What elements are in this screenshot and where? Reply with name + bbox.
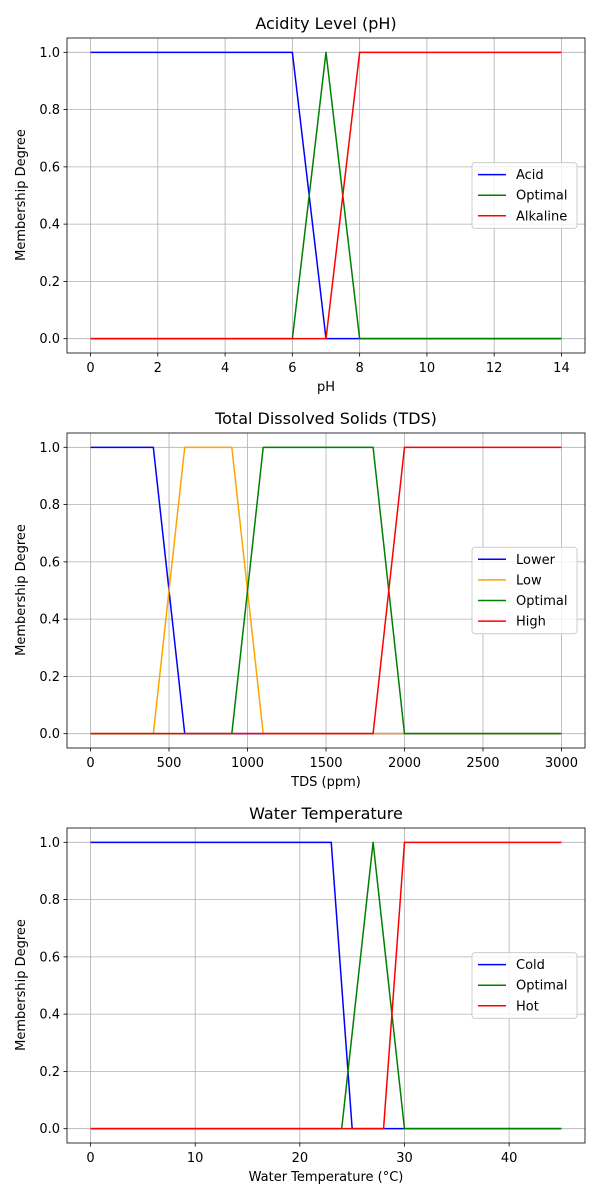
series-line-high — [90, 446, 562, 735]
x-tick-label: 0 — [86, 361, 94, 376]
y-tick-label: 0.4 — [39, 1008, 60, 1023]
x-axis-label: pH — [317, 380, 335, 395]
x-tick-label: 0 — [86, 756, 94, 771]
x-tick-label: 10 — [419, 361, 436, 376]
x-tick-label: 2500 — [466, 756, 499, 771]
y-axis-label: Membership Degree — [14, 129, 29, 261]
legend-label-optimal: Optimal — [516, 594, 567, 609]
y-tick-label: 0.4 — [39, 218, 60, 233]
y-tick-label: 0.6 — [39, 950, 60, 965]
series-line-alkaline — [90, 51, 562, 340]
x-tick-label: 0 — [86, 1151, 94, 1166]
y-tick-label: 0.0 — [39, 727, 60, 742]
chart-temperature: Water Temperature Water Temperature (°C)… — [14, 804, 586, 1185]
legend-box — [471, 546, 578, 635]
legend-label-high: High — [516, 615, 546, 630]
x-axis-label: TDS (ppm) — [290, 775, 361, 790]
y-tick-label: 0.8 — [39, 893, 60, 908]
legend-label-cold: Cold — [516, 958, 545, 973]
y-tick-label: 0.4 — [39, 613, 60, 628]
legend-label-optimal: Optimal — [516, 979, 567, 994]
plot-frame — [66, 37, 586, 354]
legend-box — [471, 952, 578, 1019]
legend-label-low: Low — [516, 573, 542, 588]
legend-label-hot: Hot — [516, 999, 539, 1014]
chart-tds: Total Dissolved Solids (TDS) TDS (ppm) M… — [14, 409, 586, 790]
y-tick-label: 1.0 — [39, 836, 60, 851]
y-axis-label: Membership Degree — [14, 919, 29, 1051]
y-tick-label: 0.6 — [39, 160, 60, 175]
x-axis-label: Water Temperature (°C) — [249, 1170, 404, 1185]
y-axis-label: Membership Degree — [14, 524, 29, 656]
series-group — [90, 841, 562, 1130]
x-tick-label: 1500 — [309, 756, 342, 771]
x-tick-label: 14 — [553, 361, 570, 376]
legend-label-acid: Acid — [516, 168, 544, 183]
x-tick-label: 500 — [157, 756, 182, 771]
series-line-hot — [90, 841, 562, 1130]
x-tick-label: 8 — [355, 361, 363, 376]
x-tick-label: 3000 — [545, 756, 578, 771]
y-tick-label: 0.2 — [39, 275, 60, 290]
y-tick-label: 0.8 — [39, 103, 60, 118]
legend: Acid Optimal Alkaline — [471, 162, 578, 229]
x-tick-label: 10 — [187, 1151, 204, 1166]
chart-title: Total Dissolved Solids (TDS) — [214, 409, 437, 428]
y-tick-label: 0.2 — [39, 1065, 60, 1080]
chart-title: Water Temperature — [249, 804, 403, 823]
y-tick-label: 1.0 — [39, 46, 60, 61]
chart-ph: Acidity Level (pH) pH Membership Degree … — [14, 14, 586, 395]
series-group — [90, 446, 562, 735]
legend-label-optimal: Optimal — [516, 189, 567, 204]
y-tick-label: 0.0 — [39, 332, 60, 347]
legend-box — [471, 162, 578, 229]
y-tick-label: 0.2 — [39, 670, 60, 685]
y-tick-label: 0.0 — [39, 1122, 60, 1137]
plot-frame — [66, 827, 586, 1144]
x-tick-label: 4 — [221, 361, 229, 376]
legend: Lower Low Optimal High — [471, 546, 578, 635]
x-tick-label: 6 — [288, 361, 296, 376]
legend-label-lower: Lower — [516, 553, 556, 568]
x-tick-label: 40 — [501, 1151, 518, 1166]
x-tick-label: 12 — [486, 361, 503, 376]
x-tick-label: 30 — [396, 1151, 413, 1166]
y-tick-label: 0.6 — [39, 555, 60, 570]
chart-title: Acidity Level (pH) — [255, 14, 396, 33]
x-tick-label: 20 — [292, 1151, 309, 1166]
x-tick-label: 1000 — [231, 756, 264, 771]
legend-label-alkaline: Alkaline — [516, 209, 567, 224]
y-tick-label: 1.0 — [39, 441, 60, 456]
x-tick-label: 2000 — [388, 756, 421, 771]
series-group — [90, 51, 562, 340]
y-tick-label: 0.8 — [39, 498, 60, 513]
legend: Cold Optimal Hot — [471, 952, 578, 1019]
x-tick-label: 2 — [154, 361, 162, 376]
